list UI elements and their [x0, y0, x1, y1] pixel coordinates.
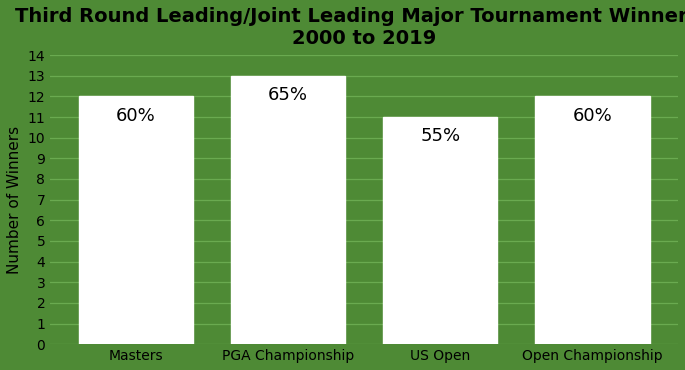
Title: Third Round Leading/Joint Leading Major Tournament Winners -
2000 to 2019: Third Round Leading/Joint Leading Major …: [14, 7, 685, 48]
Text: 60%: 60%: [116, 107, 155, 125]
Bar: [79, 96, 192, 344]
Bar: [383, 117, 497, 344]
Y-axis label: Number of Winners: Number of Winners: [7, 125, 22, 274]
Bar: [231, 76, 345, 344]
Text: 60%: 60%: [573, 107, 612, 125]
Text: 65%: 65%: [268, 86, 308, 104]
Bar: [536, 96, 649, 344]
Text: 55%: 55%: [420, 127, 460, 145]
